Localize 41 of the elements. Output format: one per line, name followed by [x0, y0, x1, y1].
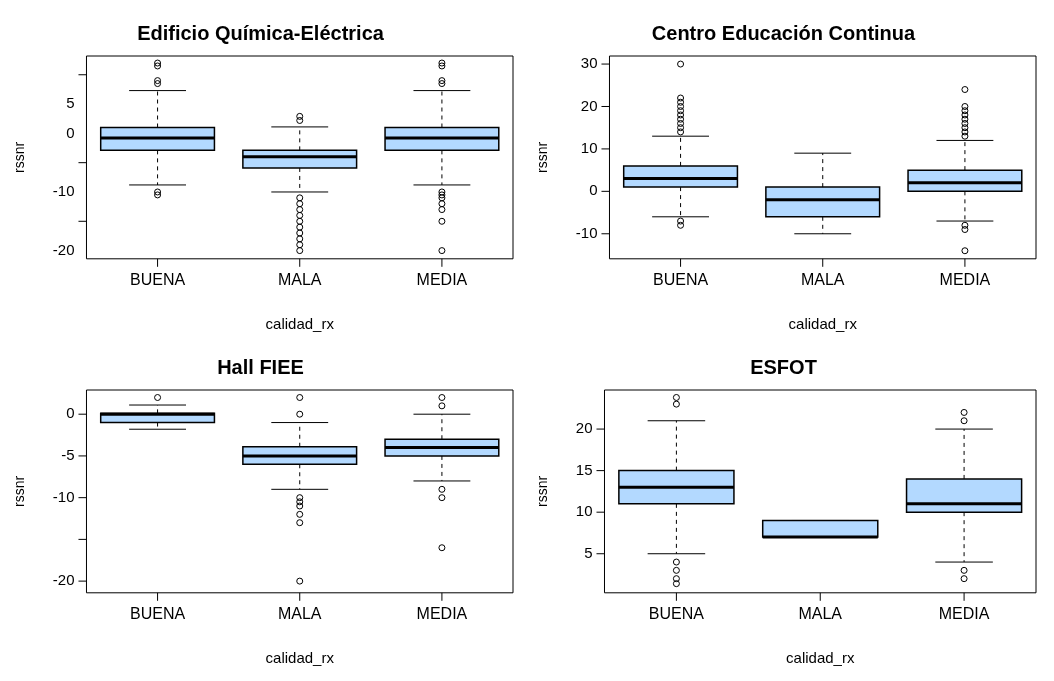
y-tick-label: 0 [66, 404, 75, 422]
y-tick-label: -5 [61, 446, 75, 464]
y-tick-label: -10 [52, 182, 75, 200]
y-axis-title: rssnr [534, 475, 551, 507]
y-tick-label: -10 [52, 487, 75, 505]
y-tick-label: -20 [52, 571, 75, 589]
x-tick-label: BUENA [130, 270, 186, 288]
y-tick-label: 0 [66, 123, 75, 141]
y-tick-label: 30 [580, 54, 598, 72]
chart-title: Hall FIEE [217, 355, 304, 378]
x-axis-title: calidad_rx [786, 649, 855, 667]
y-tick-label: 10 [580, 139, 598, 157]
y-tick-label: 15 [575, 460, 593, 478]
y-tick-label: 0 [589, 181, 598, 199]
x-tick-label: MALA [800, 270, 845, 288]
chart-title: Edificio Química-Eléctrica [137, 21, 385, 44]
x-tick-label: MALA [277, 270, 322, 288]
y-tick-label: 10 [575, 502, 593, 520]
y-axis-title: rssnr [11, 141, 28, 173]
y-tick-label: 5 [66, 94, 75, 112]
y-tick-label: -20 [52, 240, 75, 258]
x-tick-label: MEDIA [416, 270, 468, 288]
x-tick-label: BUENA [648, 604, 705, 622]
x-axis-title: calidad_rx [265, 315, 335, 333]
y-tick-label: 20 [575, 419, 593, 437]
x-tick-label: BUENA [653, 270, 709, 288]
x-axis-title: calidad_rx [788, 315, 858, 333]
y-tick-label: 5 [584, 543, 593, 561]
x-axis-title: calidad_rx [265, 649, 335, 667]
x-tick-label: MEDIA [939, 270, 991, 288]
y-tick-label: -10 [575, 223, 598, 241]
y-tick-label: 20 [580, 96, 598, 114]
x-tick-label: MEDIA [416, 604, 468, 622]
x-tick-label: MALA [277, 604, 322, 622]
x-tick-label: BUENA [130, 604, 186, 622]
chart-title: Centro Educación Continua [651, 21, 917, 44]
y-axis-title: rssnr [11, 475, 28, 507]
y-axis-title: rssnr [534, 141, 551, 173]
chart-title: ESFOT [750, 355, 817, 378]
x-tick-label: MALA [798, 604, 843, 622]
x-tick-label: MEDIA [938, 604, 990, 622]
